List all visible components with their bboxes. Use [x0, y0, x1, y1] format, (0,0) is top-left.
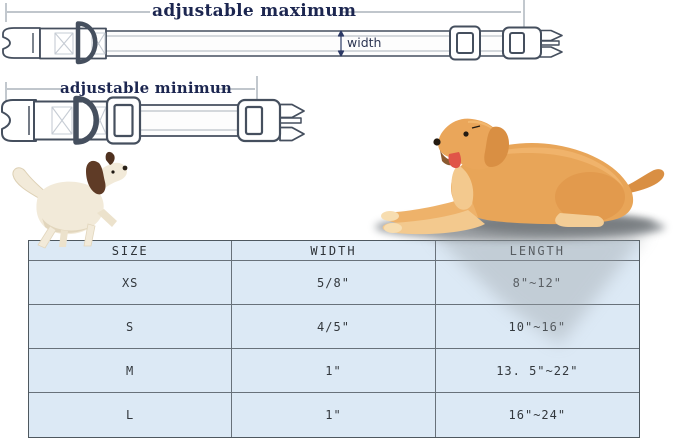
tri-glide-icon [105, 96, 142, 145]
stitched-section [39, 27, 107, 60]
table-cell-m-length: 13. 5"~22" [435, 349, 639, 393]
table-cell-l-width: 1" [232, 393, 436, 437]
golden-retriever-illustration [381, 118, 665, 235]
small-dog-illustration [12, 151, 128, 249]
table-cell-xs-size: XS [29, 261, 233, 305]
width-label: width [347, 35, 382, 50]
buckle-male-icon [502, 26, 563, 60]
table-header-length: LENGTH [435, 241, 639, 261]
table-cell-s-size: S [29, 305, 233, 349]
collar-strap [33, 104, 245, 137]
table-header-width: WIDTH [232, 241, 436, 261]
table-cell-s-length: 10"~16" [435, 305, 639, 349]
size-table: SIZE WIDTH LENGTH XS 5/8" 8"~12" S 4/5" … [28, 240, 640, 438]
table-header-size: SIZE [29, 241, 233, 261]
stitch-box-icon [54, 32, 106, 55]
table-cell-l-size: L [29, 393, 233, 437]
table-cell-xs-width: 5/8" [232, 261, 436, 305]
table-cell-xs-length: 8"~12" [435, 261, 639, 305]
buckle-male-icon [236, 98, 305, 143]
table-cell-l-length: 16"~24" [508, 408, 567, 422]
table-cell-m-size: M [29, 349, 233, 393]
d-ring-icon [73, 95, 99, 145]
table-cell-m-width: 1" [232, 349, 436, 393]
tri-glide-icon [449, 25, 481, 61]
adjustable-minimum-label: adjustable minimun [60, 79, 233, 97]
table-cell-s-width: 4/5" [232, 305, 436, 349]
collar-strap [39, 30, 509, 57]
stitch-box-icon [51, 106, 107, 135]
adjustable-maximum-label: adjustable maximum [152, 1, 357, 21]
buckle-female-icon [1, 99, 37, 142]
width-arrow-icon [337, 30, 345, 57]
buckle-female-icon [2, 27, 41, 59]
d-ring-icon [75, 21, 98, 65]
stitched-section [33, 100, 109, 141]
